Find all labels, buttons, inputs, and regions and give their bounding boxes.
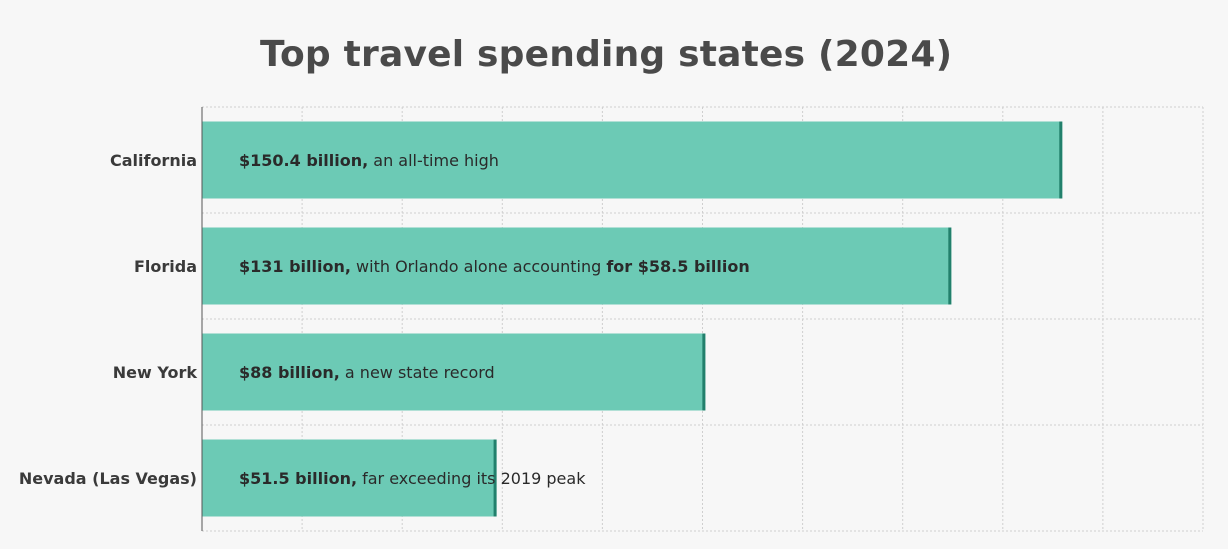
- bar-data-label: $88 billion, a new state record: [239, 363, 495, 382]
- bar-data-label-bold: for $58.5 billion: [606, 257, 749, 276]
- bar-data-label-bold: $131 billion,: [239, 257, 351, 276]
- bar-data-label-text: a new state record: [340, 363, 495, 382]
- bar-data-label-bold: $51.5 billion,: [239, 469, 357, 488]
- bar: [202, 227, 952, 305]
- bar-data-label: $131 billion, with Orlando alone account…: [239, 257, 750, 276]
- bar: [202, 121, 1063, 199]
- bar-data-label: $51.5 billion, far exceeding its 2019 pe…: [239, 469, 586, 488]
- category-label: Florida: [134, 257, 197, 276]
- bar-end-cap: [493, 439, 497, 517]
- category-label: California: [110, 151, 197, 170]
- bar-data-label-text: with Orlando alone accounting: [351, 257, 606, 276]
- bar-end-cap: [948, 227, 952, 305]
- bar-data-label: $150.4 billion, an all-time high: [239, 151, 499, 170]
- category-label: New York: [113, 363, 198, 382]
- bar: [202, 333, 706, 411]
- chart-title: Top travel spending states (2024): [260, 34, 953, 75]
- category-label: Nevada (Las Vegas): [19, 469, 197, 488]
- bar-data-label-bold: $150.4 billion,: [239, 151, 368, 170]
- bar-data-label-text: far exceeding its 2019 peak: [357, 469, 586, 488]
- bar-end-cap: [1059, 121, 1063, 199]
- bar: [202, 439, 497, 517]
- bar-end-cap: [702, 333, 706, 411]
- bar-data-label-bold: $88 billion,: [239, 363, 340, 382]
- bar-data-label-text: an all-time high: [368, 151, 499, 170]
